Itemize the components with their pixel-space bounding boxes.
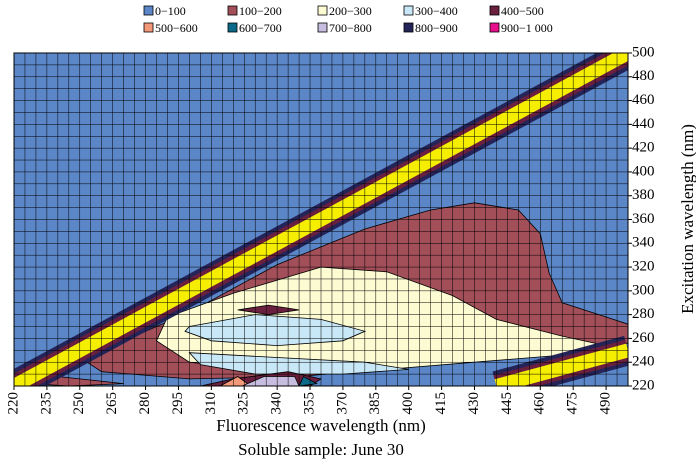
x-tick-label: 235 (38, 392, 54, 415)
x-tick-label: 250 (71, 392, 87, 415)
y-axis-ticks: 220 240 260 280 300 320 340 360 380 400 420 440 460 4… (628, 44, 655, 393)
legend: 0−100 100−200 200−300 300−400 400−500 500−600… (143, 4, 553, 35)
y-axis-label: Excitation wavelength (nm) (678, 124, 696, 314)
x-tick-label: 265 (104, 392, 120, 415)
legend-swatch (317, 5, 328, 16)
y-tick-label: 280 (632, 306, 655, 322)
legend-label: 300−400 (415, 4, 458, 18)
y-tick-label: 260 (632, 330, 655, 346)
y-tick-label: 340 (632, 235, 655, 251)
x-tick-label: 445 (499, 392, 515, 415)
y-tick-label: 440 (632, 116, 655, 132)
x-tick-label: 490 (598, 392, 614, 415)
legend-label: 0−100 (155, 4, 186, 18)
legend-label: 900−1 000 (501, 21, 553, 35)
legend-label: 600−700 (239, 21, 282, 35)
legend-swatch (317, 22, 328, 33)
legend-label: 500−600 (155, 21, 198, 35)
x-axis-ticks: 220 235 250 265 280 295 310 325 340 355 370 385 400 4… (5, 386, 614, 415)
legend-label: 100−200 (239, 4, 282, 18)
x-tick-label: 400 (400, 392, 416, 415)
legend-label: 200−300 (329, 4, 372, 18)
legend-swatch (403, 22, 414, 33)
legend-swatch (227, 5, 238, 16)
legend-swatch (143, 22, 154, 33)
y-tick-label: 400 (632, 163, 655, 179)
legend-label: 400−500 (501, 4, 544, 18)
legend-swatch (143, 5, 154, 16)
x-tick-label: 385 (367, 392, 383, 415)
x-axis-label: Fluorescence wavelength (nm) (216, 416, 426, 435)
x-tick-label: 295 (170, 392, 186, 415)
y-tick-label: 380 (632, 187, 655, 203)
legend-label: 800−900 (415, 21, 458, 35)
y-tick-label: 220 (632, 377, 655, 393)
y-tick-label: 460 (632, 92, 655, 108)
chart-caption: Soluble sample: June 30 (238, 440, 404, 459)
x-tick-label: 220 (5, 392, 21, 415)
x-tick-label: 475 (565, 392, 581, 415)
x-tick-label: 430 (466, 392, 482, 415)
x-tick-label: 415 (433, 392, 449, 415)
y-tick-label: 480 (632, 68, 655, 84)
x-tick-label: 280 (137, 392, 153, 415)
x-tick-label: 310 (203, 392, 219, 415)
x-tick-label: 325 (236, 392, 252, 415)
y-tick-label: 240 (632, 354, 655, 370)
legend-swatch (227, 22, 238, 33)
y-tick-label: 360 (632, 211, 655, 227)
grid (14, 53, 628, 386)
x-tick-label: 370 (334, 392, 350, 415)
contour-region (241, 376, 300, 386)
y-tick-label: 500 (632, 44, 655, 60)
legend-label: 700−800 (329, 21, 372, 35)
y-tick-label: 320 (632, 259, 655, 275)
x-tick-label: 355 (301, 392, 317, 415)
y-tick-label: 420 (632, 140, 655, 156)
y-tick-label: 300 (632, 282, 655, 298)
x-tick-label: 460 (532, 392, 548, 415)
legend-swatch (403, 5, 414, 16)
legend-swatch (489, 22, 500, 33)
legend-swatch (489, 5, 500, 16)
x-tick-label: 340 (269, 392, 285, 415)
